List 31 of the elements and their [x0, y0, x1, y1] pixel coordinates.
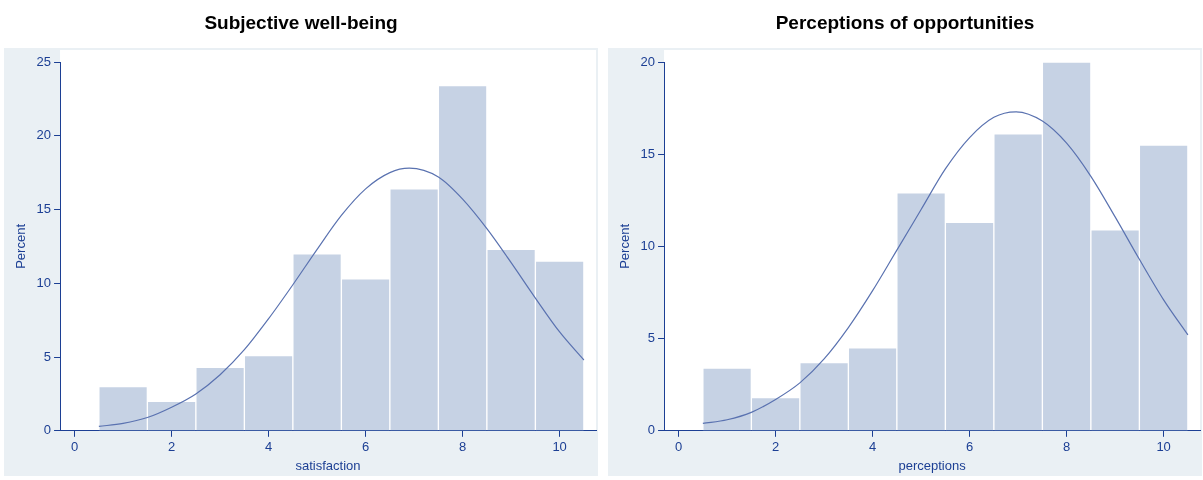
- line-series: [98, 167, 585, 427]
- x-tick-label: 4: [265, 439, 273, 455]
- x-axis-title: perceptions: [898, 457, 967, 473]
- x-tick-label: 8: [459, 439, 467, 455]
- x-tick-label: 6: [966, 439, 974, 455]
- y-tick-label: 5: [43, 348, 52, 364]
- x-tick-label: 10: [552, 439, 567, 455]
- x-tick-label: 6: [362, 439, 370, 455]
- line-series: [702, 111, 1189, 425]
- chart-title: Perceptions of opportunities: [774, 11, 1036, 35]
- y-tick-label: 0: [43, 422, 52, 438]
- x-tick-label: 2: [772, 439, 780, 455]
- y-tick-label: 20: [36, 127, 52, 143]
- x-tick-label: 8: [1063, 439, 1071, 455]
- y-tick-label: 25: [36, 53, 52, 69]
- chart-title: Subjective well-being: [203, 11, 399, 35]
- y-axis-title: Percent: [13, 223, 29, 269]
- y-tick-label: 15: [640, 145, 656, 161]
- x-tick-label: 10: [1156, 439, 1171, 455]
- y-tick-label: 20: [640, 53, 656, 69]
- y-tick-label: 10: [36, 274, 52, 290]
- y-axis-title: Percent: [617, 223, 633, 269]
- x-tick-label: 4: [869, 439, 877, 455]
- x-tick-label: 0: [70, 439, 79, 455]
- y-tick-label: 15: [36, 201, 52, 217]
- x-tick-label: 0: [674, 439, 683, 455]
- y-tick-label: 0: [647, 422, 656, 438]
- x-tick-label: 2: [168, 439, 176, 455]
- y-tick-label: 10: [640, 237, 656, 253]
- y-tick-label: 5: [647, 330, 656, 346]
- x-axis-title: satisfaction: [295, 457, 361, 473]
